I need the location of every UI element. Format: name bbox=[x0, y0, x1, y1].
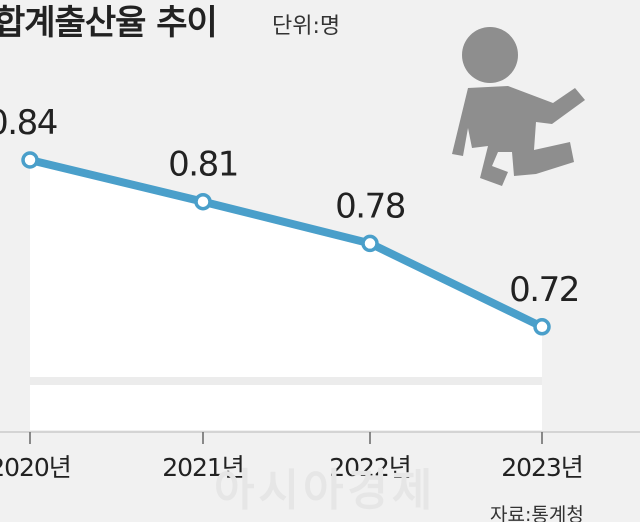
data-point bbox=[194, 192, 212, 211]
x-tick-label: 2021년 bbox=[162, 453, 244, 482]
x-tick-label: 2023년 bbox=[501, 453, 583, 482]
baby-icon bbox=[452, 27, 585, 186]
unit-label: 단위:명 bbox=[272, 14, 340, 39]
data-label: 0.78 bbox=[335, 186, 405, 226]
data-point bbox=[21, 151, 39, 169]
watermark: 아시아경제 bbox=[214, 465, 436, 516]
data-label: 0.81 bbox=[168, 145, 238, 185]
data-point bbox=[533, 318, 551, 336]
baseline-band bbox=[30, 377, 542, 385]
data-label: 0.84 bbox=[0, 103, 57, 143]
plot-area bbox=[30, 160, 542, 430]
source-label: 자료:통계청 bbox=[490, 504, 584, 522]
series-line bbox=[26, 156, 546, 331]
chart-title: 합계출산율 추이 bbox=[0, 3, 217, 43]
data-point bbox=[361, 234, 379, 253]
data-label: 0.72 bbox=[509, 270, 579, 310]
x-tick-label: 2022년 bbox=[329, 453, 411, 482]
